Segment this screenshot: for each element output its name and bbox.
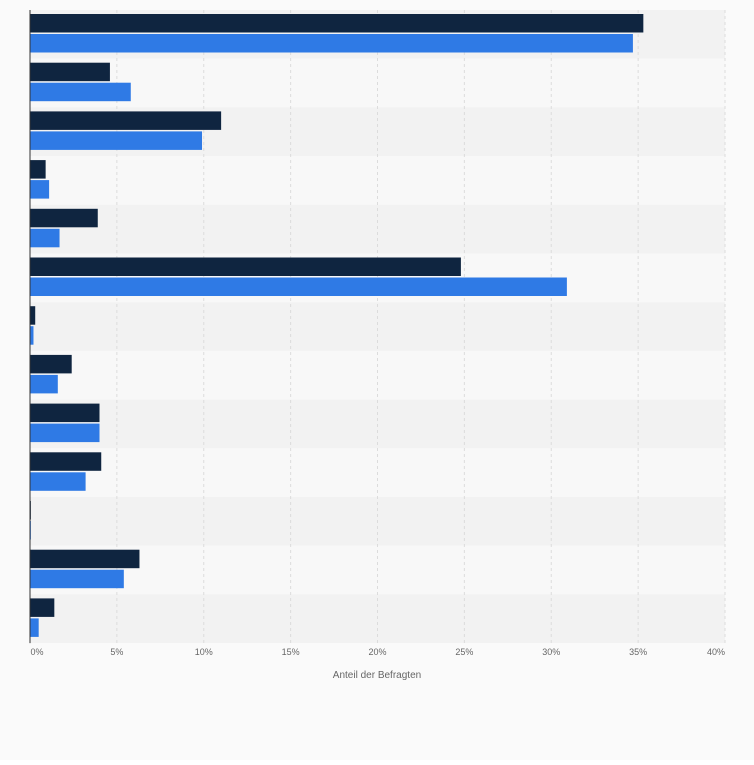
bar: [30, 180, 50, 199]
x-tick-label: 30%: [542, 647, 560, 657]
bar: [30, 569, 124, 589]
x-tick-label: 15%: [282, 647, 300, 657]
x-tick-label: 10%: [195, 647, 213, 657]
bar: [30, 326, 34, 345]
bar: [30, 14, 644, 33]
x-tick-label: 25%: [455, 647, 473, 657]
bar: [30, 374, 58, 394]
x-tick-label: 40%: [707, 647, 725, 657]
row-bands: [30, 10, 725, 644]
bar: [30, 423, 100, 443]
bar: [30, 472, 86, 491]
bar: [30, 598, 55, 617]
bar: [30, 208, 98, 228]
x-tick-label: 35%: [629, 647, 647, 657]
bar: [30, 131, 203, 150]
bar: [30, 82, 131, 102]
x-tick-label: 20%: [368, 647, 386, 657]
x-tick-labels: 0% 5% 10% 15% 20% 25% 30% 35% 40%: [30, 647, 725, 657]
x-tick-label: 5%: [110, 647, 123, 657]
bar: [30, 452, 102, 471]
row-band: [30, 302, 725, 351]
bar: [30, 34, 633, 53]
bar: [30, 618, 39, 637]
bar: [30, 277, 567, 296]
bars: [30, 14, 644, 637]
bar: [30, 257, 461, 276]
bar: [30, 111, 222, 130]
x-axis-label: Anteil der Befragten: [333, 670, 421, 681]
bar: [30, 228, 60, 248]
bar: [30, 160, 46, 179]
bar: [30, 354, 72, 374]
bar: [30, 62, 110, 82]
bar: [30, 306, 36, 325]
x-tick-label: 0%: [30, 647, 43, 657]
bar: [30, 549, 140, 569]
bar: [30, 403, 100, 423]
